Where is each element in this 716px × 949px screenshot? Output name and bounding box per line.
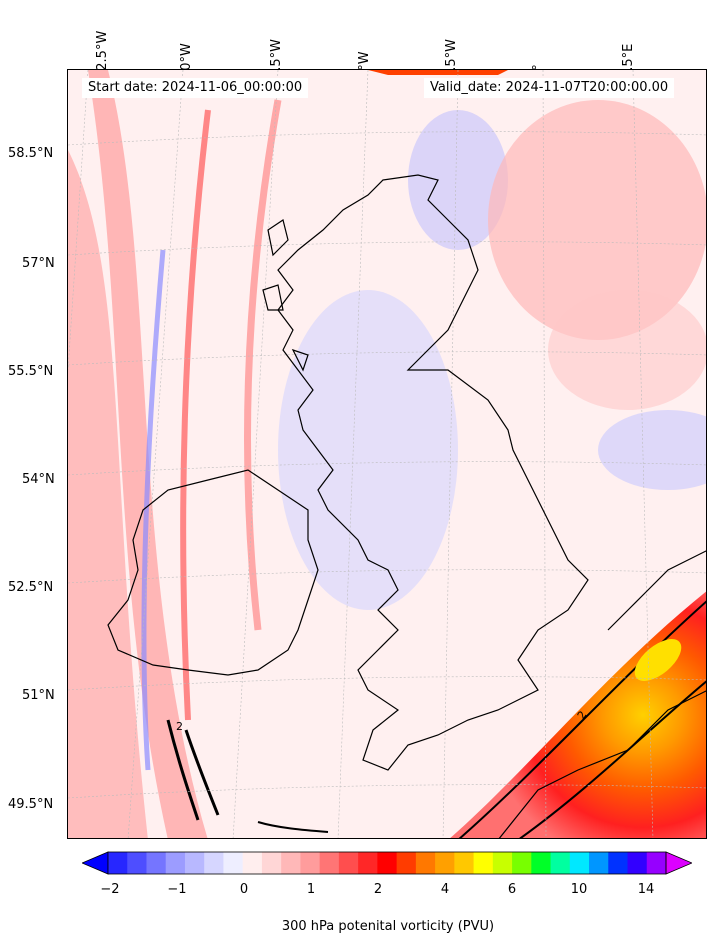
colorbar-segment: [569, 852, 590, 874]
colorbar-segment: [627, 852, 648, 874]
jet-contour-inner: [519, 680, 706, 838]
lat-label-52-5n: 52.5°N: [8, 580, 54, 595]
colorbar-frame: [107, 851, 667, 875]
colorbar-segment: [589, 852, 609, 874]
colorbar-segment: [146, 852, 167, 874]
colorbar-segment: [396, 852, 417, 874]
colorbar-tick-10: 10: [570, 882, 588, 897]
colorbar-segment: [646, 852, 667, 874]
colorbar-segment: [204, 852, 224, 874]
top-jet-fragment: [368, 70, 508, 75]
jet-contour-outer: [458, 600, 706, 838]
colorbar-segment: [550, 852, 571, 874]
valid-date-text: Valid_date: 2024-11-07T20:00:00.00: [430, 80, 669, 95]
colorbar-extend-high: [665, 851, 692, 875]
lat-label-54n: 54°N: [22, 472, 55, 487]
lat-label-58-5n: 58.5°N: [8, 146, 54, 161]
colorbar-tick-6: 6: [507, 882, 517, 897]
coastline-ireland: [107, 469, 319, 676]
start-date-text: Start date: 2024-11-06_00:00:00: [88, 80, 303, 95]
colorbar-tick-1: 1: [306, 882, 316, 897]
colorbar-segment: [415, 852, 436, 874]
colorbar-segment: [127, 852, 147, 874]
blue-streak-west: [141, 249, 166, 771]
start-date-box: Start date: 2024-11-06_00:00:00: [82, 78, 309, 98]
map-panel: 2 2: [67, 69, 707, 839]
colorbar-segment: [435, 852, 455, 874]
s-contour: [257, 821, 329, 833]
coastlines: [107, 174, 706, 838]
colorbar-segment: [473, 852, 494, 874]
colorbar-title: 300 hPa potenital vorticity (PVU): [281, 919, 495, 934]
sw-contour-1: [166, 719, 200, 821]
jet-core: [634, 639, 682, 681]
colorbar-tick-4: 4: [440, 882, 450, 897]
valid-date-box: Valid_date: 2024-11-07T20:00:00.00: [424, 78, 675, 98]
red-patch-ne: [488, 100, 706, 340]
colorbar-segment: [184, 852, 205, 874]
colorbar-tick-neg1: −1: [167, 882, 187, 897]
lat-label-49-5n: 49.5°N: [8, 797, 54, 812]
colorbar-segment: [377, 852, 398, 874]
colorbar-segment: [223, 852, 244, 874]
colorbar-tick-0: 0: [239, 882, 249, 897]
pv-field-map: 2 2: [68, 70, 706, 838]
colorbar-segment: [531, 852, 552, 874]
colorbar-segment: [165, 852, 186, 874]
colorbar-segment: [338, 852, 359, 874]
colorbar-segment: [454, 852, 475, 874]
lat-label-57n: 57°N: [22, 256, 55, 271]
colorbar-segment: [261, 852, 282, 874]
red-streak-west: [180, 109, 211, 721]
lat-label-51n: 51°N: [22, 688, 55, 703]
coastline-great-britain: [277, 174, 589, 771]
lat-label-55-5n: 55.5°N: [8, 364, 54, 379]
colorbar-segment: [319, 852, 340, 874]
colorbar-tick-14: 14: [637, 882, 655, 897]
colorbar-tick-2: 2: [373, 882, 383, 897]
colorbar-tick-neg2: −2: [100, 882, 120, 897]
sw-contour-2: [184, 729, 220, 816]
colorbar: [82, 851, 692, 875]
colorbar-segment: [300, 852, 321, 874]
coastline-scotland-west-islands: [262, 219, 309, 372]
colorbar-segment: [242, 852, 263, 874]
red-patch-e: [548, 290, 706, 410]
coastline-france: [498, 690, 706, 838]
contour-label-sw: 2: [176, 720, 183, 733]
blue-patch-north: [408, 110, 508, 250]
colorbar-segment: [281, 852, 301, 874]
blue-patch-center: [278, 290, 458, 610]
colorbar-segment: [608, 852, 629, 874]
colorbar-extend-low: [82, 851, 109, 875]
jet-streak-se: [450, 591, 706, 838]
blue-patch-ne: [598, 410, 706, 490]
coastline-netherlands-belgium: [607, 550, 706, 631]
red-band-west: [68, 150, 148, 838]
colorbar-segment: [512, 852, 532, 874]
colorbar-segment: [492, 852, 513, 874]
red-streak-center: [244, 99, 282, 631]
colorbar-segment: [358, 852, 378, 874]
colorbar-segment: [108, 852, 128, 874]
